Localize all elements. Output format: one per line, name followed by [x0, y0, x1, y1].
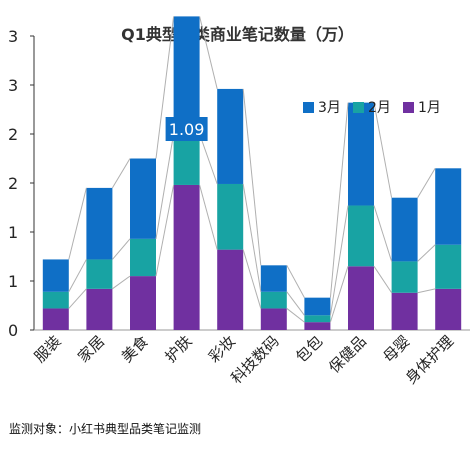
x-tick-label: 科技数码	[227, 332, 282, 387]
bar-segment	[391, 292, 418, 330]
footer-note: 监测对象：小红书典型品类笔记监测	[9, 422, 202, 436]
series-connector-line	[242, 88, 262, 266]
legend-swatch	[303, 102, 314, 113]
y-tick-label: 2	[8, 125, 18, 144]
bar-segment	[130, 238, 156, 277]
x-tick-label: 护肤	[161, 332, 195, 366]
bar-segment	[348, 102, 374, 206]
y-tick-label: 3	[8, 27, 18, 46]
series-connector-line	[111, 158, 131, 189]
series-connector-line	[417, 288, 436, 294]
y-tick-label: 1	[8, 223, 18, 242]
x-tick-label: 母婴	[379, 332, 413, 366]
legend-label: 2月	[368, 100, 391, 116]
series-connector-line	[286, 265, 305, 298]
bar-segment	[391, 197, 418, 262]
y-tick-label: 0	[8, 321, 18, 340]
series-connector-line	[68, 187, 87, 260]
bar-segment	[42, 308, 69, 330]
bar-segment	[348, 266, 374, 330]
bar-segment	[435, 288, 462, 330]
series-connector-line	[155, 133, 175, 239]
y-tick-label: 1	[8, 272, 18, 291]
series-connector-line	[329, 102, 349, 298]
series-connector-line	[199, 184, 218, 250]
bar-segment	[86, 259, 113, 289]
legend-label: 1月	[418, 100, 441, 116]
series-connector-line	[286, 308, 305, 323]
bar-segment	[304, 322, 331, 330]
bar-segment	[391, 261, 418, 293]
bar-segment	[173, 134, 200, 185]
series-connector-line	[199, 133, 218, 185]
series-connector-line	[373, 266, 393, 294]
bar-segment	[217, 88, 244, 184]
series-connector-line	[112, 275, 131, 290]
series-connector-line	[155, 16, 175, 159]
bar-segment	[130, 158, 156, 239]
bar-segment	[42, 259, 69, 292]
series-connector-line	[68, 259, 87, 293]
series-connector-line	[417, 168, 436, 198]
series-connector-line	[373, 205, 393, 262]
bar-segment	[260, 308, 287, 330]
series-connector-line	[112, 238, 131, 260]
bar-segment	[348, 205, 374, 267]
series-connector-line	[155, 184, 175, 277]
x-tick-label: 家居	[74, 332, 108, 366]
y-tick-label: 2	[8, 174, 18, 193]
x-tick-label: 美食	[118, 332, 152, 366]
x-tick-label: 保健品	[325, 332, 370, 377]
bar-segment	[304, 315, 331, 323]
series-connector-line	[417, 244, 436, 262]
x-tick-label: 服装	[31, 332, 65, 366]
bar-segment	[42, 291, 69, 309]
series-connector-line	[286, 291, 305, 316]
x-tick-label: 包包	[292, 332, 326, 366]
bar-segment	[260, 265, 287, 292]
series-connector-line	[199, 16, 218, 90]
series-connector-line	[373, 102, 393, 198]
x-tick-label: 彩妆	[205, 332, 239, 366]
series-connector-line	[68, 288, 87, 309]
bar-segment	[304, 297, 331, 316]
legend-swatch	[353, 102, 364, 113]
bar-segment	[130, 276, 156, 330]
series-connector-line	[329, 205, 349, 316]
series-connector-line	[329, 266, 349, 323]
bar-segment	[260, 291, 287, 309]
bar-segment	[173, 16, 200, 134]
legend-swatch	[403, 102, 414, 113]
bar-segment	[435, 244, 462, 289]
bar-segment	[217, 249, 244, 330]
bar-segment	[217, 183, 244, 250]
legend-label: 3月	[318, 100, 341, 116]
series-connector-line	[242, 183, 262, 292]
bar-segment	[86, 187, 113, 260]
x-tick-label: 身体护理	[402, 332, 457, 387]
bar-segment	[86, 288, 113, 330]
series-connector-line	[242, 249, 262, 309]
data-label: 1.09	[169, 120, 205, 139]
bar-segment	[173, 184, 200, 330]
data-label-box	[165, 117, 208, 141]
y-tick-label: 3	[8, 76, 18, 95]
bar-segment	[435, 168, 462, 245]
